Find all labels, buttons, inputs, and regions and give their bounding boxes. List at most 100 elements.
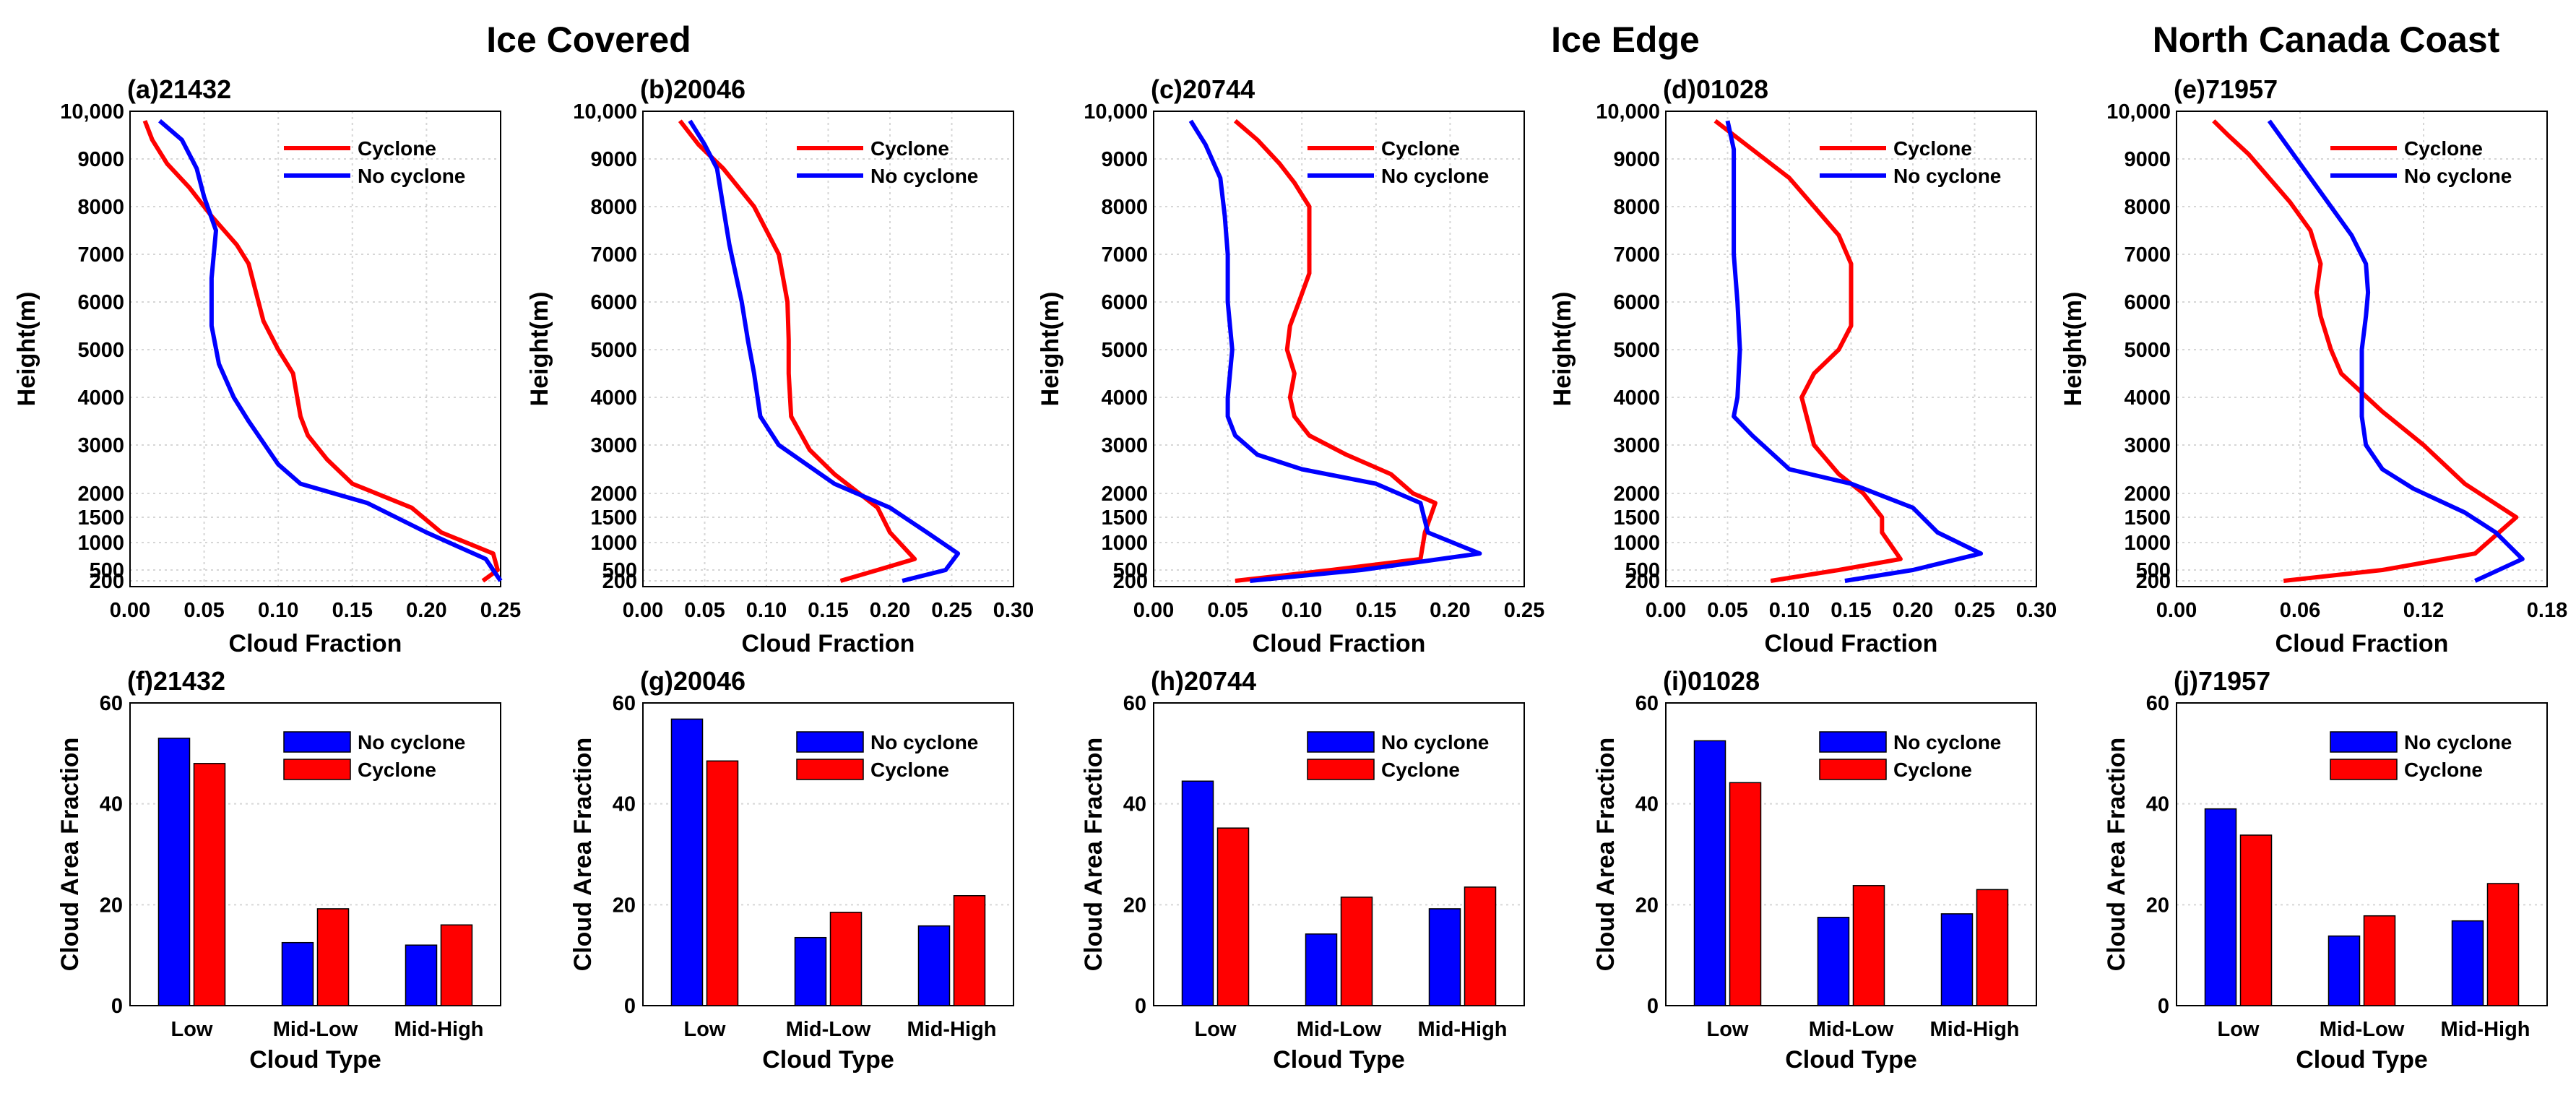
- panel-d-xtick-label: 0.15: [1831, 599, 1871, 622]
- panel-j-ytick-label: 20: [2146, 894, 2169, 917]
- panel-b-xtick-label: 0.10: [746, 599, 787, 622]
- panel-b-xaxis-label: Cloud Fraction: [742, 630, 915, 657]
- panel-e-axes-box: [2176, 111, 2548, 587]
- panel-g-ytick-label: 0: [624, 995, 636, 1018]
- panel-a-ytick-label: 4000: [77, 387, 124, 410]
- panel-c-ytick-label: 500: [1113, 559, 1148, 582]
- panel-c-legend-label-no-cyclone: No cyclone: [1381, 165, 1489, 187]
- panel-j-bar-no-cyclone-low: [2204, 808, 2237, 1006]
- panel-f-bar-cyclone-mid-high: [440, 924, 473, 1006]
- panel-a-xtick-label: 0.00: [110, 599, 150, 622]
- panel-f-ytick-label: 0: [111, 995, 123, 1018]
- panel-i-xaxis-label: Cloud Type: [1785, 1046, 1917, 1074]
- panel-c-ytick-label: 1500: [1101, 506, 1148, 530]
- panel-f-ytick-label: 60: [100, 692, 123, 715]
- panel-d-ytick-label: 500: [1625, 559, 1660, 582]
- panel-a-ytick-label: 2000: [77, 483, 124, 506]
- panel-a-series-cyclone: [142, 120, 500, 583]
- panel-a-title: (a)21432: [127, 74, 231, 104]
- panel-e-ytick-label: 2000: [2124, 483, 2171, 506]
- panel-a-legend-label-no-cyclone: No cyclone: [358, 165, 465, 187]
- panel-j-ytick-label: 0: [2158, 995, 2169, 1018]
- panel-c-ytick-label: 7000: [1101, 243, 1148, 267]
- panel-j-xaxis-label: Cloud Type: [2296, 1046, 2428, 1074]
- group-title-north-canada-coast: North Canada Coast: [2153, 20, 2500, 60]
- panel-h-bar-chart: (h)20744 0 20 40 60 Low Mid-Low Mid-High Cloud T…: [1080, 666, 1525, 1074]
- panel-b-xtick-label: 0.15: [808, 599, 848, 622]
- panel-h-xaxis-label: Cloud Type: [1273, 1046, 1405, 1074]
- panel-b-ytick-label: 1000: [590, 532, 637, 555]
- panel-c-xtick-label: 0.10: [1281, 599, 1322, 622]
- panel-h-legend-swatch-cyclone: [1307, 759, 1375, 780]
- panel-i-ytick-label: 0: [1647, 995, 1659, 1018]
- panel-b-xtick-label: 0.30: [993, 599, 1034, 622]
- panel-f-bar-no-cyclone-low: [157, 738, 191, 1006]
- panel-g-legend-swatch-cyclone: [796, 759, 864, 780]
- group-title-ice-covered: Ice Covered: [486, 20, 691, 60]
- panel-a-ytick-label: 200: [90, 570, 124, 593]
- panel-j-legend-swatch-cyclone: [2330, 759, 2398, 780]
- panel-h-ytick-label: 60: [1123, 692, 1146, 715]
- panel-h-legend-label-cyclone: Cyclone: [1381, 759, 1460, 781]
- panel-e-ytick-label: 1500: [2124, 506, 2171, 530]
- panel-e-xtick-label: 0.18: [2527, 599, 2567, 622]
- panel-f-bar-chart: (f)21432 0 20 40 60 Low Mid-Low Mid-High Cloud T…: [56, 666, 501, 1074]
- panel-d-legend-label-no-cyclone: No cyclone: [1893, 165, 2001, 187]
- panel-b-xtick-label: 0.00: [623, 599, 663, 622]
- panel-a-ytick-label: 5000: [77, 339, 124, 362]
- panel-c-axes-box: [1153, 111, 1525, 587]
- panel-c-ytick-label: 200: [1113, 570, 1148, 593]
- panel-c-xtick-label: 0.25: [1504, 599, 1544, 622]
- panel-b-ytick-label: 8000: [590, 196, 637, 219]
- panel-b-ytick-label: 6000: [590, 291, 637, 314]
- panel-a-ytick-label: 1500: [77, 506, 124, 530]
- panel-h-bar-cyclone-mid-high: [1464, 886, 1497, 1006]
- panel-e-ytick-label: 10,000: [2106, 100, 2171, 124]
- panel-i-ytick-label: 60: [1635, 692, 1659, 715]
- panel-a-xtick-label: 0.05: [183, 599, 224, 622]
- panel-d-xtick-label: 0.30: [2016, 599, 2057, 622]
- panel-g-bar-cyclone-mid-high: [953, 895, 986, 1006]
- panel-f-ytick-label: 40: [100, 793, 123, 816]
- panel-i-title: (i)01028: [1663, 666, 1760, 696]
- panel-e-legend-label-cyclone: Cyclone: [2404, 137, 2483, 160]
- panel-g-bar-no-cyclone-mid-high: [917, 925, 951, 1006]
- panel-c-ytick-label: 1000: [1101, 532, 1148, 555]
- panel-f-xtick-label: Mid-High: [394, 1018, 483, 1041]
- panel-a-yaxis-label: Height(m): [13, 292, 40, 407]
- panel-i-xtick-label: Low: [1707, 1018, 1749, 1041]
- panel-c-xaxis-label: Cloud Fraction: [1253, 630, 1426, 657]
- panel-c-ytick-label: 6000: [1101, 291, 1148, 314]
- panel-b-yaxis-label: Height(m): [526, 292, 553, 407]
- panel-j-axes-box: [2176, 702, 2548, 1006]
- panel-f-xtick-label: Low: [171, 1018, 213, 1041]
- panel-i-ytick-label: 40: [1635, 793, 1659, 816]
- panel-h-ytick-label: 0: [1135, 995, 1146, 1018]
- panel-h-xtick-label: Mid-High: [1417, 1018, 1507, 1041]
- panel-d-ytick-label: 6000: [1613, 291, 1660, 314]
- panel-h-bar-cyclone-low: [1216, 827, 1250, 1006]
- panel-j-legend-label-no-cyclone: No cyclone: [2404, 731, 2512, 754]
- panel-e-ytick-label: 200: [2136, 570, 2171, 593]
- panel-j-xtick-label: Mid-High: [2440, 1018, 2530, 1041]
- panel-d-ytick-label: 10,000: [1596, 100, 1660, 124]
- panel-g-xtick-label: Low: [684, 1018, 726, 1041]
- panel-b-xtick-label: 0.20: [870, 599, 910, 622]
- panel-b-series-cyclone: [678, 119, 917, 583]
- panel-i-legend-swatch-no-cyclone: [1819, 731, 1887, 753]
- panel-h-xtick-label: Low: [1195, 1018, 1237, 1041]
- panel-d-xtick-label: 0.10: [1769, 599, 1810, 622]
- panel-h-ytick-label: 40: [1123, 793, 1146, 816]
- panel-d-ytick-label: 4000: [1613, 387, 1660, 410]
- panel-e-xtick-label: 0.06: [2280, 599, 2320, 622]
- panel-g-bar-no-cyclone-mid-low: [794, 936, 827, 1006]
- panel-d-xtick-label: 0.20: [1893, 599, 1933, 622]
- panel-c-xtick-label: 0.15: [1356, 599, 1396, 622]
- panel-i-axes-box: [1665, 702, 2037, 1006]
- panel-f-legend-label-no-cyclone: No cyclone: [358, 731, 465, 754]
- panel-a-series-no-cyclone: [158, 118, 503, 582]
- panel-d-yaxis-label: Height(m): [1549, 292, 1576, 407]
- panel-c-xtick-label: 0.20: [1430, 599, 1470, 622]
- panel-j-ytick-label: 60: [2146, 692, 2169, 715]
